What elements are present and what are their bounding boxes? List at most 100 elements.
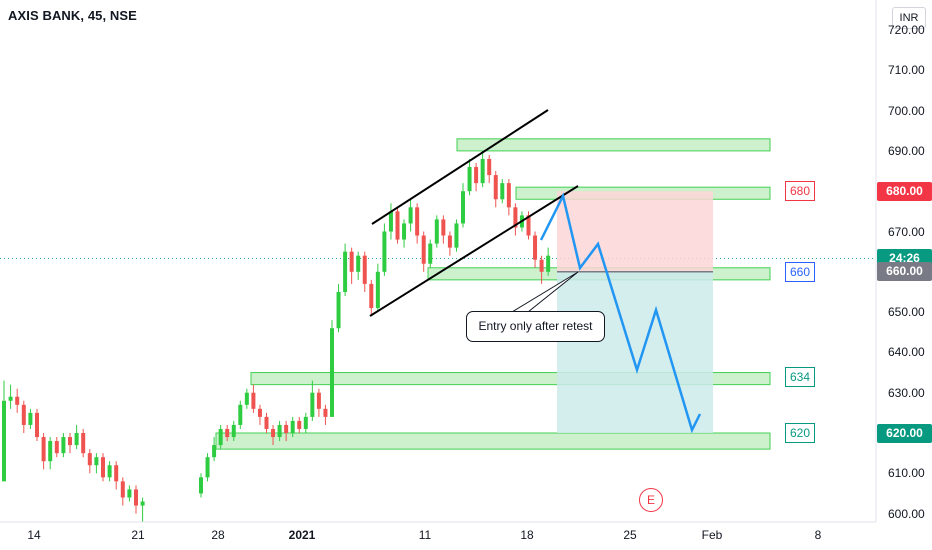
candle-body — [244, 392, 249, 405]
candle-body — [434, 219, 439, 244]
symbol-title[interactable]: AXIS BANK, 45, NSE — [8, 8, 137, 23]
candle-body — [297, 420, 302, 429]
candle-body — [101, 457, 105, 478]
price-tick-label: 610.00 — [888, 466, 925, 481]
candle-body — [218, 428, 223, 446]
candle-body — [35, 412, 39, 438]
time-tick-label: 28 — [211, 528, 225, 542]
candle-body — [310, 392, 315, 417]
projection-path — [539, 192, 702, 434]
candle-body — [134, 489, 138, 506]
candle-body — [212, 445, 217, 458]
candle-body — [8, 396, 13, 401]
candle-body — [336, 291, 341, 329]
level-label[interactable]: 660 — [785, 261, 816, 282]
candle-body — [421, 235, 426, 264]
time-tick-label: 18 — [520, 528, 534, 542]
candle-body — [454, 223, 459, 248]
time-tick-label: 14 — [27, 528, 41, 542]
zone-620 — [215, 432, 771, 450]
zone-690 — [456, 138, 771, 152]
price-tick-label: 600.00 — [888, 506, 925, 521]
channel-lower-line — [369, 185, 579, 317]
candle-body — [441, 219, 446, 236]
candle-body — [114, 465, 119, 482]
level-label[interactable]: 680 — [785, 181, 816, 202]
price-tick-label: 640.00 — [888, 345, 925, 360]
price-tick-label: 670.00 — [888, 224, 925, 239]
candle-body — [415, 207, 420, 236]
candle-body — [277, 424, 282, 438]
candle-body — [487, 158, 492, 176]
candle-body — [54, 441, 59, 454]
candle-body — [238, 404, 243, 425]
time-tick-label: 25 — [623, 528, 637, 542]
time-tick-label: 21 — [131, 528, 145, 542]
candle-body — [428, 243, 433, 264]
candle-body — [225, 428, 230, 438]
time-tick-label: 2021 — [288, 528, 316, 542]
candle-body — [140, 501, 145, 506]
candle-body — [343, 251, 348, 292]
candle-body — [402, 223, 407, 240]
candle-body — [447, 235, 452, 248]
event-badge-icon[interactable]: E — [639, 488, 663, 512]
candle-body — [15, 396, 20, 405]
price-tag: 660.00 — [877, 262, 932, 282]
candle-body — [68, 437, 72, 446]
candle-body — [94, 457, 99, 466]
candle-body — [330, 328, 334, 417]
candle-body — [349, 251, 354, 272]
time-tick-label: 8 — [814, 528, 822, 542]
candle-body — [127, 489, 132, 498]
candle-body — [290, 420, 295, 433]
price-tag: 680.00 — [877, 181, 932, 201]
annotation-callout[interactable]: Entry only after retest — [466, 311, 605, 342]
candle-body — [467, 167, 472, 192]
candle-body — [500, 183, 505, 200]
time-tick-label: 11 — [418, 528, 432, 542]
candle-body — [474, 167, 479, 184]
price-tag: 620.00 — [877, 423, 932, 443]
candle-body — [356, 255, 361, 272]
candle-body — [375, 271, 380, 309]
candle-body — [21, 404, 26, 425]
stop-loss-box — [557, 191, 713, 272]
candle-body — [87, 453, 92, 466]
candle-body — [316, 392, 321, 409]
candle-body — [388, 211, 393, 232]
candle-body — [493, 175, 498, 200]
candle-body — [506, 183, 511, 208]
candle-body — [74, 433, 79, 446]
candle-body — [395, 211, 400, 240]
candle-body — [271, 428, 276, 438]
candle-body — [284, 424, 289, 433]
level-label[interactable]: 634 — [785, 366, 816, 387]
candle-body — [28, 412, 33, 425]
candle-body — [264, 416, 269, 429]
candle-body — [513, 207, 518, 228]
candle-body — [382, 231, 387, 272]
candle-body — [546, 255, 551, 272]
candle-body — [303, 416, 308, 429]
target-box — [557, 271, 713, 433]
price-tick-label: 630.00 — [888, 385, 925, 400]
price-tick-label: 720.00 — [888, 23, 925, 37]
price-tick-label: 690.00 — [888, 143, 925, 158]
candle-body — [526, 215, 531, 236]
candle-body — [461, 191, 465, 224]
level-label[interactable]: 620 — [785, 423, 816, 443]
candle-body — [362, 255, 367, 284]
candle-body — [107, 465, 112, 478]
candle-body — [251, 392, 256, 409]
currency-selector[interactable]: INR — [892, 7, 926, 29]
candle-body — [231, 424, 236, 438]
candle-body — [41, 437, 46, 462]
candle-body — [61, 437, 66, 454]
price-tick-label: 650.00 — [888, 305, 925, 320]
candle-body — [408, 207, 413, 224]
candle-body — [199, 477, 203, 494]
channel-upper-line — [371, 109, 549, 225]
